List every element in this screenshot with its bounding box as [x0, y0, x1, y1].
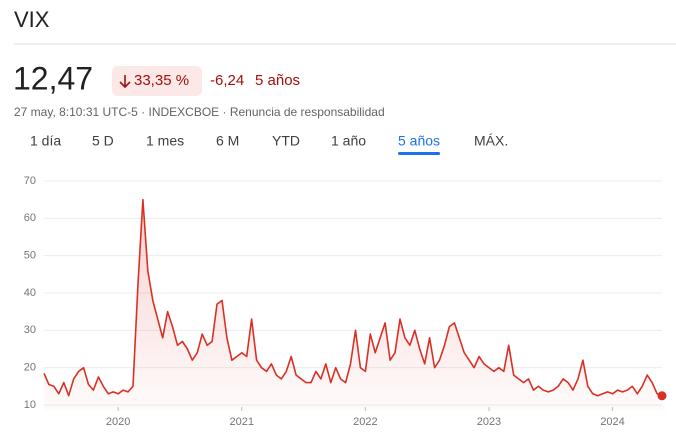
- price: 12,47: [13, 60, 93, 96]
- change-period: 5 años: [255, 72, 300, 89]
- last-point: [657, 391, 667, 401]
- range-tab[interactable]: 6 M: [216, 133, 239, 149]
- range-tab[interactable]: 5 años: [398, 133, 440, 149]
- price-line: [43, 198, 663, 397]
- change-percent: 33,35 %: [134, 72, 189, 89]
- range-tab[interactable]: 1 año: [331, 133, 366, 149]
- range-tab[interactable]: 5 D: [92, 133, 114, 149]
- x-tick-label: 2023: [477, 416, 501, 428]
- tab-underline: [398, 152, 441, 155]
- down-arrow: [119, 75, 131, 89]
- x-tick-label: 2024: [600, 416, 624, 428]
- area-fill: [44, 199, 662, 410]
- x-tick-label: 2022: [353, 416, 377, 428]
- y-tick-label: 70: [24, 175, 36, 187]
- change-value: -6,24: [210, 72, 244, 89]
- subtitle: 27 may, 8:10:31 UTC-5 · INDEXCBOE · Renu…: [14, 105, 385, 119]
- y-tick-label: 50: [24, 250, 36, 262]
- x-tick-label: 2021: [230, 416, 254, 428]
- ticker-title: VIX: [14, 7, 50, 32]
- y-tick-label: 20: [24, 362, 36, 374]
- change-badge: [112, 66, 202, 96]
- y-tick-label: 60: [24, 212, 36, 224]
- range-tab[interactable]: 1 mes: [146, 133, 184, 149]
- y-tick-label: 10: [24, 399, 36, 411]
- range-tab[interactable]: MÁX.: [474, 133, 508, 149]
- y-tick-label: 40: [24, 287, 36, 299]
- y-tick-label: 30: [24, 324, 36, 336]
- range-tab[interactable]: YTD: [272, 133, 300, 149]
- x-tick-label: 2020: [106, 416, 130, 428]
- range-tab[interactable]: 1 día: [30, 133, 61, 149]
